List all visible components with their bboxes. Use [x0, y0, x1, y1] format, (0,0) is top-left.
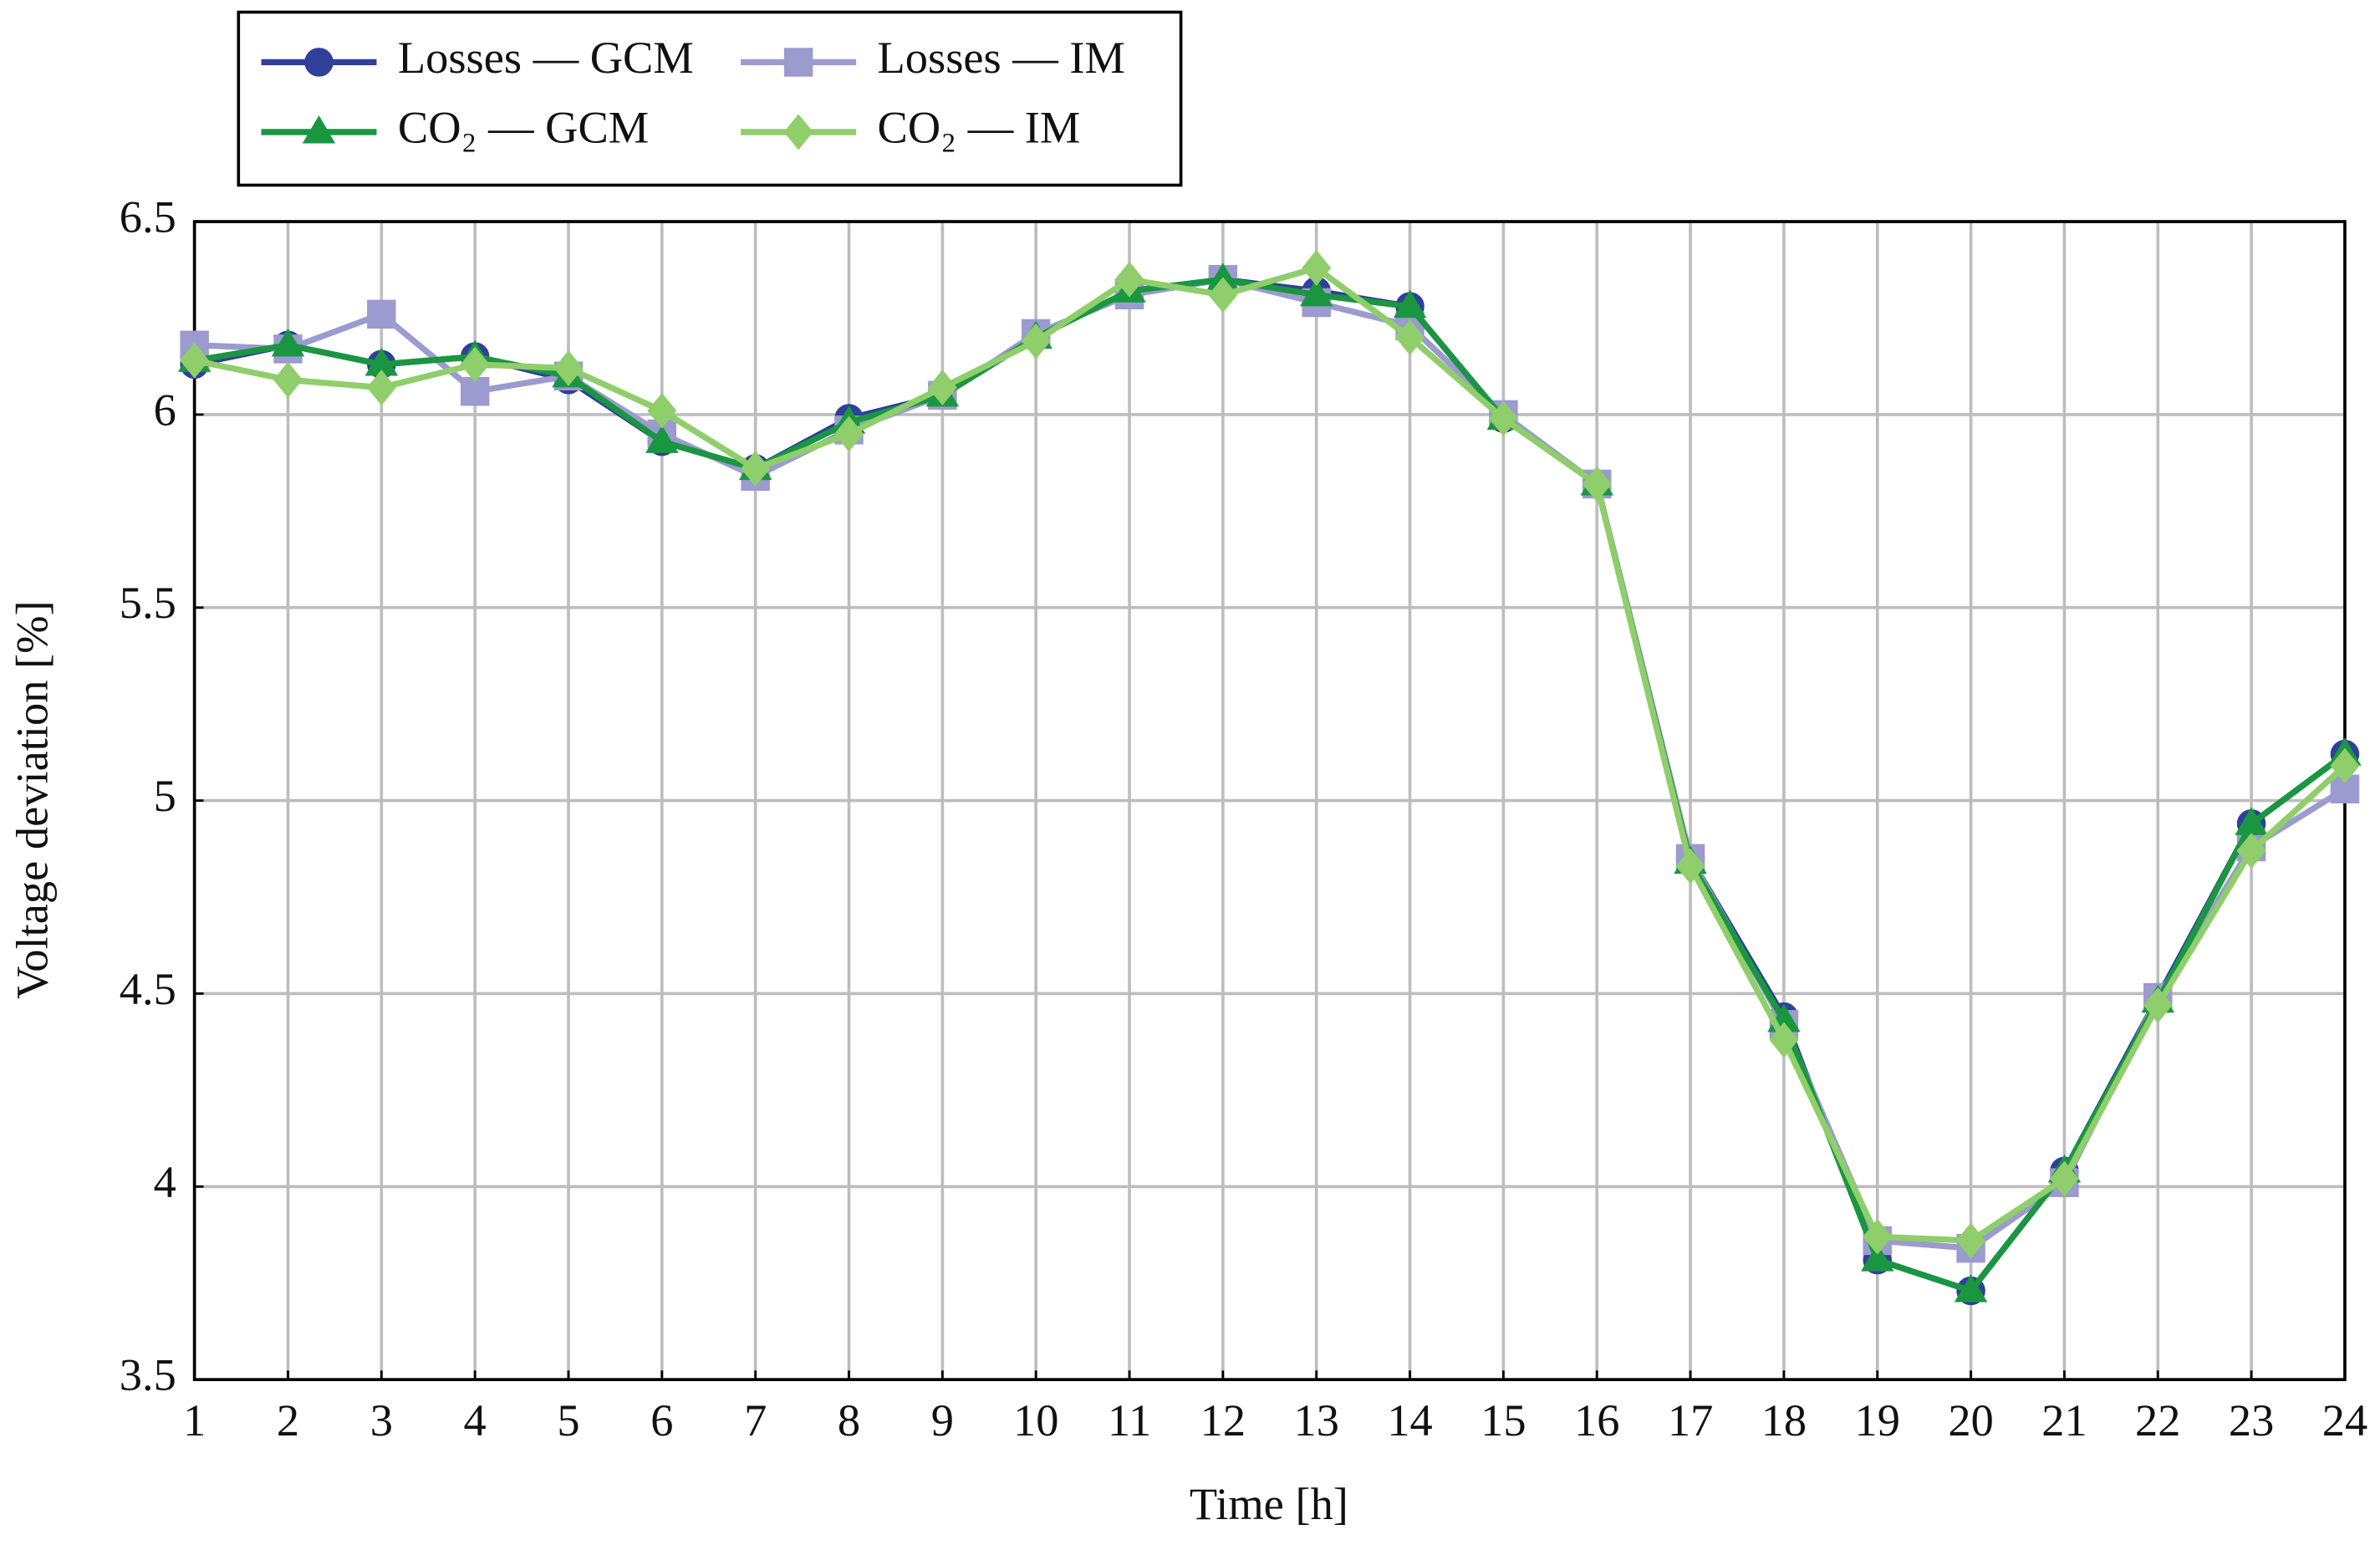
point [1861, 1243, 1894, 1272]
x-tick-label: 22 [2135, 1395, 2180, 1446]
point [1114, 261, 1144, 298]
point [366, 370, 396, 405]
x-tick-label: 24 [2322, 1395, 2367, 1446]
y-tick-label: 3.5 [120, 1349, 176, 1400]
point [273, 361, 303, 398]
x-tick-label: 11 [1108, 1395, 1151, 1446]
x-tick-label: 12 [1200, 1395, 1246, 1446]
x-tick-label: 6 [650, 1395, 673, 1446]
point [553, 350, 584, 386]
x-tick-label: 19 [1855, 1395, 1900, 1446]
point [2049, 1160, 2079, 1197]
x-axis-label: Time [h] [1190, 1478, 1348, 1529]
y-tick-label: 4.5 [120, 963, 176, 1014]
x-tick-label: 4 [464, 1395, 487, 1446]
y-tick-label: 4 [154, 1156, 176, 1207]
x-tick-label: 15 [1480, 1395, 1526, 1446]
x-tick-label: 10 [1013, 1395, 1058, 1446]
point [1863, 1218, 1893, 1255]
point [783, 48, 813, 77]
point [180, 342, 210, 379]
point [1208, 277, 1238, 314]
y-axis-label: Voltage deviation [%] [6, 600, 57, 999]
point [1954, 1273, 1988, 1303]
point [783, 114, 813, 150]
y-tick-label: 6.5 [120, 191, 176, 242]
series-line [193, 264, 2347, 1244]
y-tick-label: 6 [154, 384, 176, 435]
legend: Losses — GCM Losses — IM CO₂ — GCM CO₂ — IM [237, 10, 1183, 187]
legend-label: Losses — IM [878, 32, 1125, 83]
point [1395, 319, 1425, 355]
x-tick-label: 2 [277, 1395, 299, 1446]
point [460, 346, 490, 383]
x-tick-label: 14 [1387, 1395, 1432, 1446]
point [1582, 466, 1612, 502]
point [645, 425, 679, 453]
series [180, 250, 2360, 1259]
legend-label: CO₂ — IM [878, 101, 1081, 152]
x-tick-label: 1 [183, 1395, 206, 1446]
point [1675, 848, 1705, 885]
x-tick-label: 5 [557, 1395, 579, 1446]
legend-box [237, 10, 1183, 187]
point [927, 370, 957, 405]
x-tick-label: 18 [1761, 1395, 1807, 1446]
point [460, 376, 490, 406]
point [1021, 323, 1051, 359]
point [1956, 1222, 1986, 1259]
point [741, 451, 771, 487]
x-tick-label: 9 [931, 1395, 954, 1446]
x-tick-label: 21 [2041, 1395, 2087, 1446]
point [647, 392, 677, 429]
x-tick-label: 16 [1574, 1395, 1619, 1446]
point [1488, 400, 1518, 436]
x-tick-label: 13 [1294, 1395, 1339, 1446]
point [367, 299, 396, 329]
x-tick-label: 17 [1668, 1395, 1713, 1446]
point [304, 48, 334, 77]
x-tick-label: 20 [1948, 1395, 1993, 1446]
x-tick-label: 3 [370, 1395, 393, 1446]
point [1302, 250, 1332, 286]
point [2236, 833, 2266, 869]
x-tick-label: 8 [838, 1395, 860, 1446]
point [834, 416, 864, 452]
point [1769, 1022, 1799, 1058]
x-tick-label: 7 [744, 1395, 767, 1446]
series-line [194, 276, 2347, 1294]
point [1299, 278, 1333, 307]
point [271, 328, 305, 357]
point [2330, 747, 2360, 784]
series-line [194, 276, 2347, 1252]
y-tick-label: 5 [154, 770, 176, 821]
legend-label: Losses — GCM [398, 32, 694, 83]
point [2143, 987, 2173, 1023]
legend-label: CO₂ — GCM [398, 101, 649, 152]
x-tick-label: 23 [2229, 1395, 2274, 1446]
point [1393, 289, 1427, 319]
y-tick-label: 5.5 [120, 577, 176, 628]
point [302, 115, 336, 144]
